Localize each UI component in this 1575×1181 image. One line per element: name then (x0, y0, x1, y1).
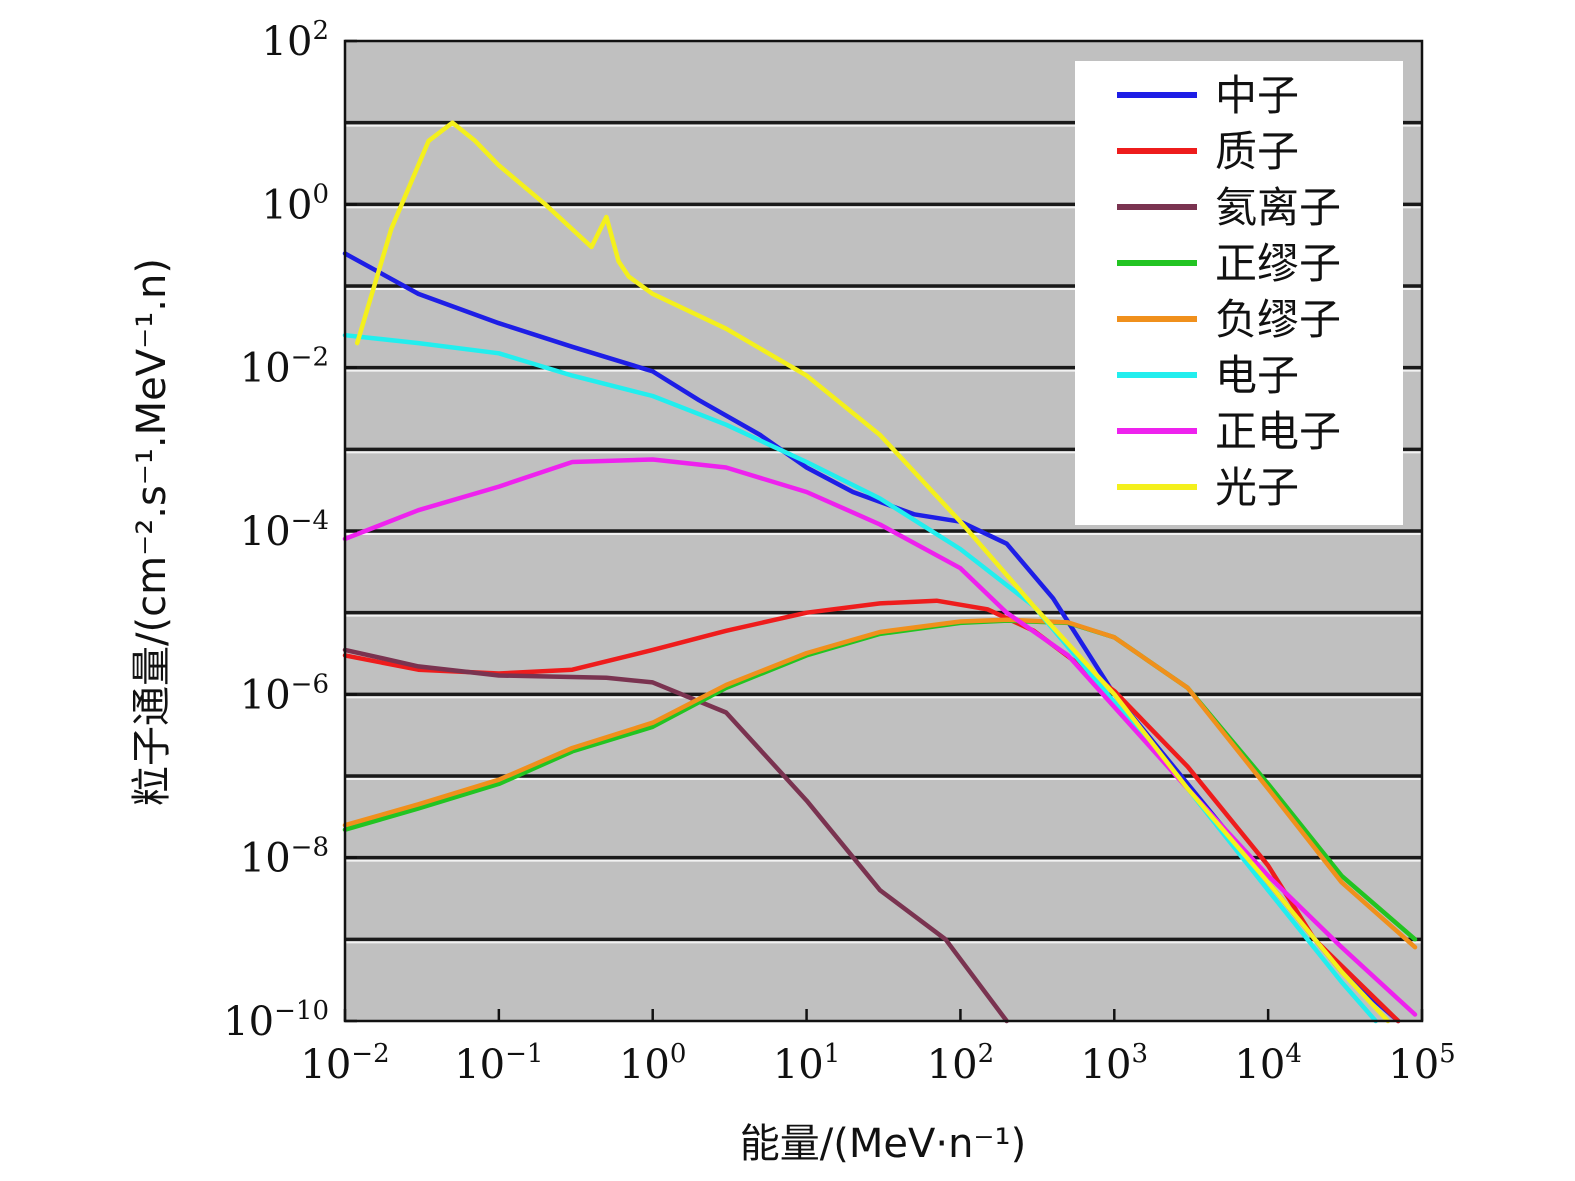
legend-label: 质子 (1215, 127, 1299, 176)
series-line (342, 647, 1009, 1024)
x-tick-label: 104 (1234, 1039, 1301, 1088)
x-axis-title: 能量/(MeV·n⁻¹) (740, 1121, 1026, 1167)
series-line (342, 332, 1378, 1024)
y-tick-label: 10−2 (240, 343, 329, 392)
x-tick-label: 10−2 (300, 1039, 389, 1088)
x-tick-label: 101 (773, 1039, 840, 1088)
legend-label: 正电子 (1215, 407, 1341, 456)
y-tick-label: 10−8 (240, 833, 329, 882)
x-tick-label: 105 (1388, 1039, 1455, 1088)
legend-label: 氦离子 (1215, 183, 1341, 232)
legend-label: 光子 (1215, 463, 1299, 512)
series-lines (342, 120, 1418, 1024)
x-tick-label: 103 (1081, 1039, 1148, 1088)
x-tick-label: 100 (619, 1039, 686, 1088)
y-tick-label: 10−10 (223, 996, 329, 1045)
legend-box (1075, 61, 1403, 525)
legend-label: 正缪子 (1215, 239, 1341, 288)
legend-label: 电子 (1215, 351, 1299, 400)
y-tick-label: 10−6 (240, 669, 329, 718)
y-tick-label: 10−4 (240, 506, 329, 555)
series-line (354, 120, 1391, 1024)
y-tick-label: 102 (262, 16, 329, 65)
legend-label: 负缪子 (1215, 295, 1341, 344)
y-axis-title: 粒子通量/(cm⁻².s⁻¹.MeV⁻¹.n) (129, 258, 175, 806)
legend-label: 中子 (1215, 71, 1299, 120)
series-line (342, 598, 1401, 1024)
x-tick-label: 10−1 (454, 1039, 543, 1088)
x-tick-label: 102 (927, 1039, 994, 1088)
series-line (342, 617, 1418, 950)
y-tick-label: 100 (262, 179, 329, 228)
ticks: 10−2 10−1 100 101 102 103 104 105 102 100 10−2 10−4… (223, 16, 1456, 1088)
